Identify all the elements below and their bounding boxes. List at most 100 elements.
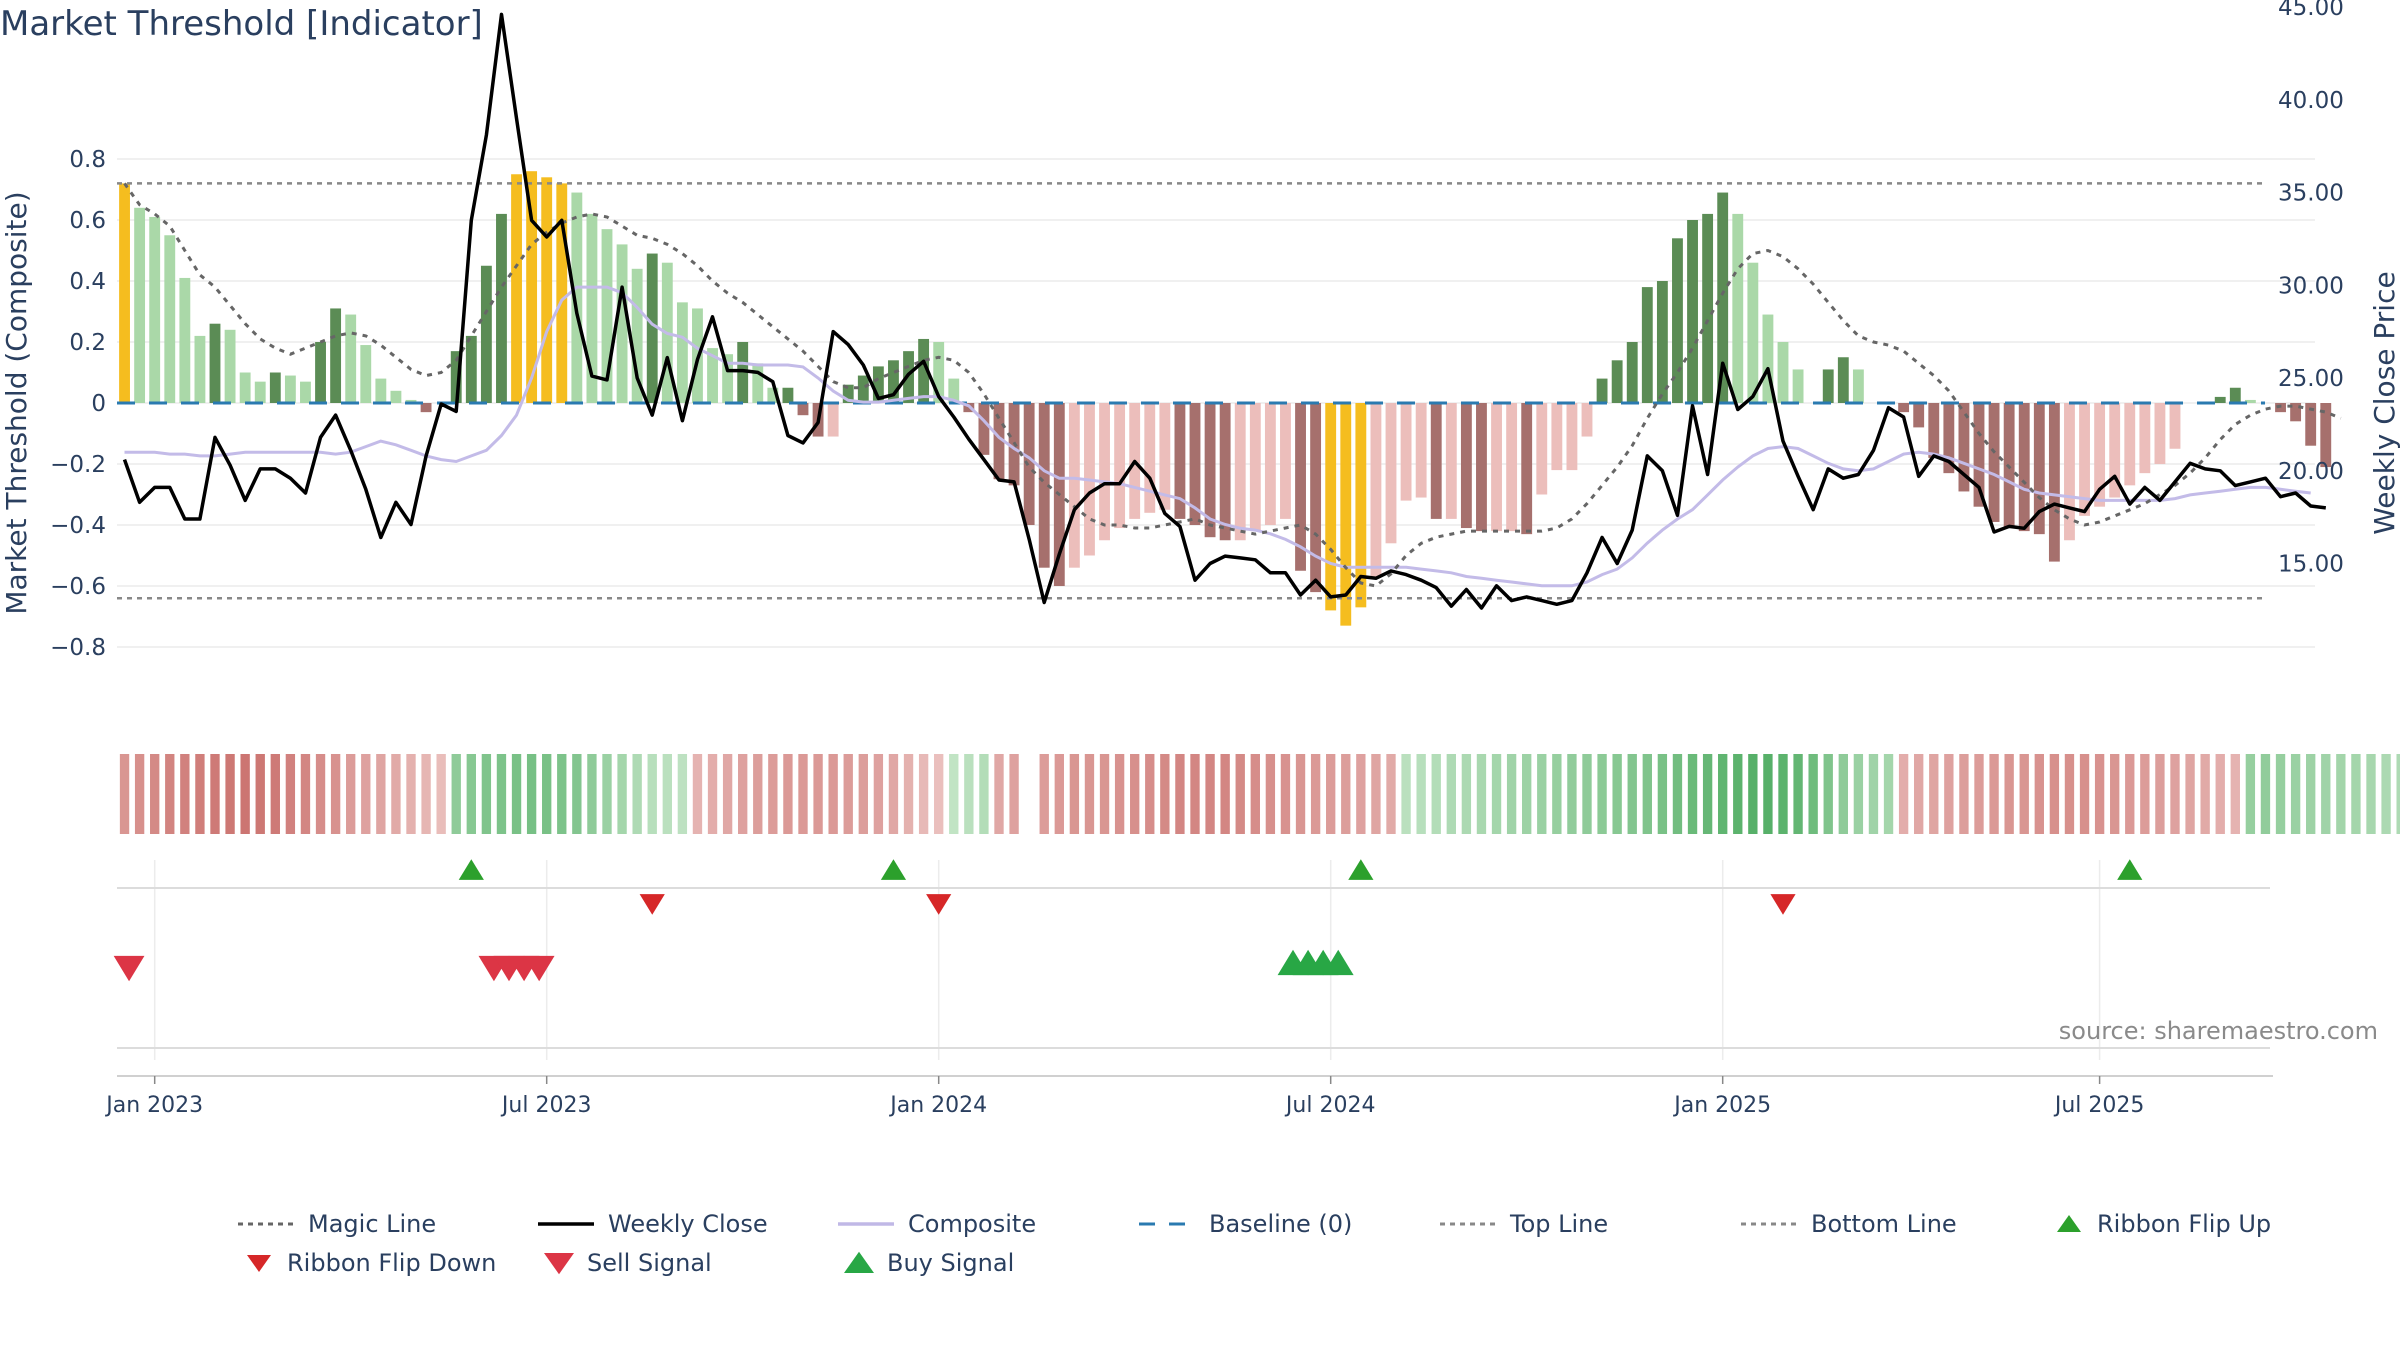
composite-bar: [722, 354, 734, 403]
ribbon-cell: [406, 754, 416, 834]
ribbon-cell: [134, 754, 145, 834]
legend-label: Top Line: [1509, 1210, 1608, 1238]
ribbon-cell: [2321, 754, 2331, 834]
composite-bar: [450, 351, 462, 403]
ribbon-cell: [1778, 754, 1788, 834]
ribbon-cell: [1130, 754, 1140, 834]
ribbon-cell: [753, 754, 763, 834]
ribbon-cell: [1989, 754, 1999, 834]
composite-bar: [2018, 403, 2030, 532]
ribbon-cell: [1220, 754, 1230, 834]
y-left-tick-label: 0: [91, 391, 106, 417]
ribbon-cell: [1838, 754, 1848, 834]
ribbon-cell: [1883, 754, 1894, 834]
composite-bar: [2064, 403, 2075, 541]
composite-bar: [1068, 403, 1080, 568]
composite-bar: [752, 363, 764, 403]
composite-bar: [631, 268, 643, 403]
ribbon-cell: [300, 754, 311, 834]
composite-bar: [1943, 403, 1955, 474]
composite-bar: [345, 314, 357, 403]
x-tick-label: Jul 2025: [2053, 1093, 2145, 1118]
composite-bar: [1430, 403, 1442, 519]
composite-bar: [1611, 360, 1623, 403]
composite-bar: [134, 207, 146, 403]
composite-bar: [2109, 403, 2121, 498]
y-right-tick-label: 35.00: [2278, 181, 2344, 207]
ribbon-cell: [1491, 754, 1502, 834]
composite-bar: [1988, 403, 2000, 522]
ribbon-cell: [2366, 754, 2376, 834]
ribbon-cell: [2019, 754, 2029, 834]
legend-item-weekly-close: Weekly Close: [538, 1210, 768, 1238]
legend-marker: [844, 1251, 874, 1273]
composite-bar: [1913, 403, 1925, 428]
composite-bar: [526, 171, 538, 403]
composite-bar: [888, 360, 899, 403]
y-left-tick-label: 0.8: [69, 147, 106, 173]
composite-bar: [616, 244, 628, 403]
composite-bar: [2229, 387, 2241, 403]
ribbon-strip: [119, 754, 2400, 834]
ribbon-cell: [315, 754, 326, 834]
ribbon-flip-down-marker: [639, 894, 665, 915]
x-tick-label: Jan 2024: [888, 1093, 987, 1118]
ribbon-cell: [843, 754, 853, 834]
legend-item-baseline-0: Baseline (0): [1139, 1210, 1352, 1238]
composite-bar: [1460, 403, 1472, 529]
ribbon-cell: [1401, 754, 1411, 834]
composite-bar: [1234, 403, 1246, 541]
composite-bar: [2305, 403, 2317, 446]
ribbon-cell: [150, 754, 160, 834]
composite-bar: [511, 174, 522, 403]
ribbon-cell: [677, 754, 688, 834]
ribbon-cell: [572, 754, 582, 834]
composite-bar: [1340, 403, 1352, 626]
ribbon-cell: [1326, 754, 1336, 834]
ribbon-cell: [1084, 754, 1095, 834]
ribbon-cell: [451, 754, 461, 834]
composite-bar: [1747, 262, 1759, 403]
composite-bar: [254, 381, 266, 403]
composite-bar: [1717, 192, 1729, 403]
ribbon-cell: [1974, 754, 1984, 834]
ribbon-cell: [1356, 754, 1366, 834]
composite-bar: [586, 213, 598, 403]
ribbon-cell: [421, 754, 431, 834]
legend-marker: [2057, 1215, 2081, 1232]
composite-bar: [315, 342, 326, 403]
composite-bar: [179, 277, 191, 403]
composite-bar: [1476, 403, 1487, 532]
ribbon-flip-down-marker: [1770, 894, 1796, 915]
composite-bar: [2124, 403, 2136, 486]
ribbon-cell: [240, 754, 250, 834]
ribbon-cell: [1099, 754, 1110, 834]
composite-bar: [496, 213, 507, 403]
legend-item-top-line: Top Line: [1440, 1210, 1608, 1238]
ribbon-cell: [2049, 754, 2060, 834]
composite-bar: [857, 375, 869, 403]
ribbon-cell: [1929, 754, 1939, 834]
ribbon-cell: [165, 754, 175, 834]
ribbon-cell: [2381, 754, 2391, 834]
y-right-tick-label: 40.00: [2278, 88, 2344, 114]
composite-bar: [1038, 403, 1050, 568]
composite-bar: [1295, 403, 1306, 571]
ribbon-cell: [542, 754, 552, 834]
ribbon-cell: [557, 754, 567, 834]
ribbon-cell: [1416, 754, 1426, 834]
legend-marker: [544, 1253, 574, 1275]
composite-bar: [1656, 281, 1668, 403]
composite-bar: [1174, 403, 1186, 519]
composite-bar: [1958, 403, 1970, 492]
composite-bar: [556, 183, 568, 403]
ribbon-cell: [1280, 754, 1291, 834]
ribbon-flip-down-marker: [926, 894, 952, 915]
composite-bar: [918, 338, 930, 403]
ribbon-cell: [1944, 754, 1954, 834]
ribbon-cell: [1763, 754, 1773, 834]
x-tick-label: Jul 2024: [1284, 1093, 1376, 1118]
ribbon-cell: [964, 754, 974, 834]
composite-bar: [149, 216, 161, 403]
ribbon-cell: [1793, 754, 1803, 834]
